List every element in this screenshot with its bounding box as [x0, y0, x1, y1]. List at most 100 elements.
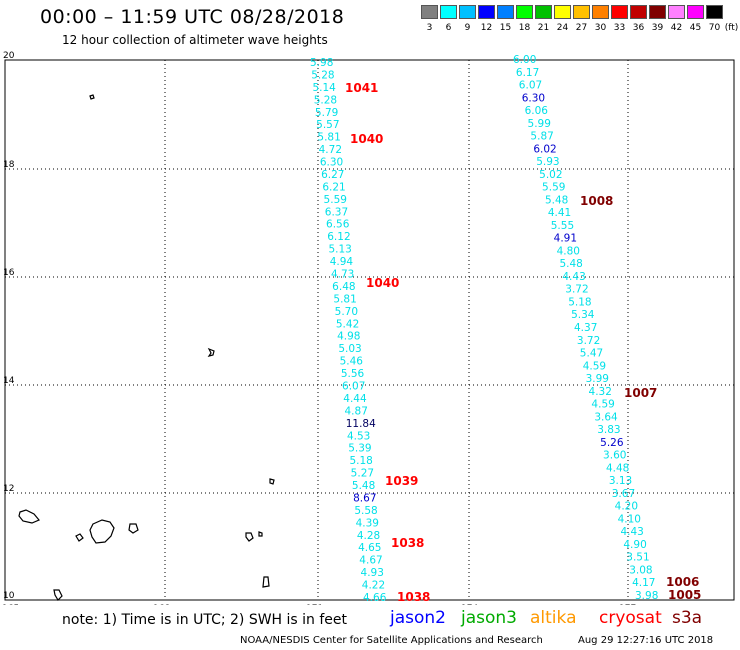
swh-value: 5.55	[551, 220, 574, 232]
scale-swatch	[592, 5, 609, 19]
swh-value: 4.44	[343, 393, 367, 405]
swh-value: 5.18	[568, 296, 591, 308]
lat-label: 16	[3, 268, 15, 278]
swh-value: 6.21	[322, 181, 345, 193]
island-outline	[207, 347, 215, 357]
scale-label: 15	[499, 23, 512, 33]
lat-lon-grid	[4, 59, 735, 601]
swh-value: 4.48	[606, 462, 629, 474]
island-outline	[258, 531, 263, 537]
island-outline	[89, 94, 95, 100]
scale-label: 3	[426, 23, 433, 33]
lat-label: 14	[3, 376, 15, 386]
swh-value: 8.67	[353, 492, 376, 504]
lon-label: 174	[461, 604, 478, 605]
swh-value: 4.65	[358, 542, 381, 554]
swh-value: 4.28	[357, 530, 380, 542]
scale-label: 30	[594, 23, 607, 33]
swh-value: 6.12	[327, 231, 350, 243]
scale-label: 45	[689, 23, 702, 33]
swh-value: 5.48	[352, 480, 375, 492]
pressure-label: 1040	[350, 132, 383, 146]
swh-value: 3.98	[635, 590, 658, 602]
swh-value: 5.28	[311, 69, 334, 81]
swh-value: 3.60	[603, 450, 626, 462]
satellite-legend-s3a: s3a	[672, 608, 703, 628]
island-outline	[262, 576, 270, 588]
swh-value: 6.56	[326, 219, 350, 231]
swh-value: 4.73	[331, 269, 354, 281]
swh-value: 4.20	[615, 501, 638, 513]
swh-value: 5.81	[317, 132, 340, 144]
swh-value: 5.57	[316, 119, 339, 131]
swh-value: 5.14	[312, 82, 336, 94]
scale-label: 36	[632, 23, 645, 33]
swh-value: 5.99	[528, 118, 551, 130]
altimeter-track-1: 5.985.285.145.285.795.575.814.726.306.27…	[310, 57, 387, 604]
lat-label: 12	[3, 484, 14, 494]
swh-value: 5.48	[559, 258, 582, 270]
scale-swatch	[554, 5, 571, 19]
map-frame	[4, 59, 735, 601]
swh-value: 4.37	[574, 322, 597, 334]
swh-value: 4.72	[319, 144, 342, 156]
scale-label: 70	[708, 23, 721, 33]
scale-swatch	[706, 5, 723, 19]
scale-label: 42	[670, 23, 683, 33]
swh-value: 5.34	[571, 309, 595, 321]
swh-value: 3.99	[586, 373, 609, 385]
island-outline	[53, 589, 63, 601]
pressure-label: 1038	[397, 590, 430, 604]
credit-line: NOAA/NESDIS Center for Satellite Applica…	[240, 635, 543, 646]
swh-value: 6.00	[513, 54, 536, 66]
scale-swatch	[611, 5, 628, 19]
swh-value: 6.30	[522, 92, 545, 104]
lon-label: 171	[306, 604, 323, 605]
swh-value: 5.56	[341, 368, 365, 380]
swh-value: 5.13	[328, 244, 351, 256]
scale-swatch	[516, 5, 533, 19]
scale-label: 39	[651, 23, 664, 33]
swh-value: 4.53	[347, 430, 370, 442]
island-outline	[18, 509, 40, 524]
pressure-label: 1041	[345, 81, 378, 95]
swh-value: 4.93	[361, 567, 384, 579]
swh-value: 5.18	[349, 455, 372, 467]
swh-value: 6.06	[525, 105, 549, 117]
scale-label: 18	[518, 23, 531, 33]
swh-value: 5.87	[530, 131, 553, 143]
swh-value: 4.87	[345, 405, 368, 417]
swh-value: 4.59	[591, 399, 614, 411]
swh-value: 4.43	[562, 271, 585, 283]
pressure-label: 1039	[385, 474, 418, 488]
scale-swatch	[630, 5, 647, 19]
swh-value: 3.64	[594, 411, 618, 423]
scale-label: 9	[464, 23, 471, 33]
swh-value: 4.17	[632, 577, 655, 589]
swh-value: 4.80	[557, 245, 580, 257]
swh-value: 3.08	[629, 564, 652, 576]
swh-value: 3.13	[609, 475, 632, 487]
swh-value: 3.72	[577, 335, 600, 347]
swh-value: 5.98	[310, 57, 333, 69]
scale-swatch	[440, 5, 457, 19]
scale-label: 12	[480, 23, 493, 33]
lat-label: 10	[3, 591, 15, 601]
island-outline	[269, 478, 275, 485]
swh-value: 5.70	[335, 306, 358, 318]
scale-unit: (ft)	[724, 23, 739, 33]
swh-value: 5.39	[348, 443, 371, 455]
swh-value: 4.66	[363, 592, 387, 604]
pressure-label: 1006	[666, 575, 699, 589]
swh-value: 4.43	[620, 526, 643, 538]
swh-value: 5.59	[542, 182, 565, 194]
swh-value: 11.84	[346, 418, 376, 430]
swh-value: 3.51	[626, 552, 649, 564]
swh-value: 5.28	[314, 94, 337, 106]
island-outline	[128, 523, 139, 534]
swh-value: 5.48	[545, 194, 568, 206]
swh-value: 4.41	[548, 207, 571, 219]
swh-value: 5.03	[338, 343, 361, 355]
swh-value: 5.47	[580, 348, 603, 360]
